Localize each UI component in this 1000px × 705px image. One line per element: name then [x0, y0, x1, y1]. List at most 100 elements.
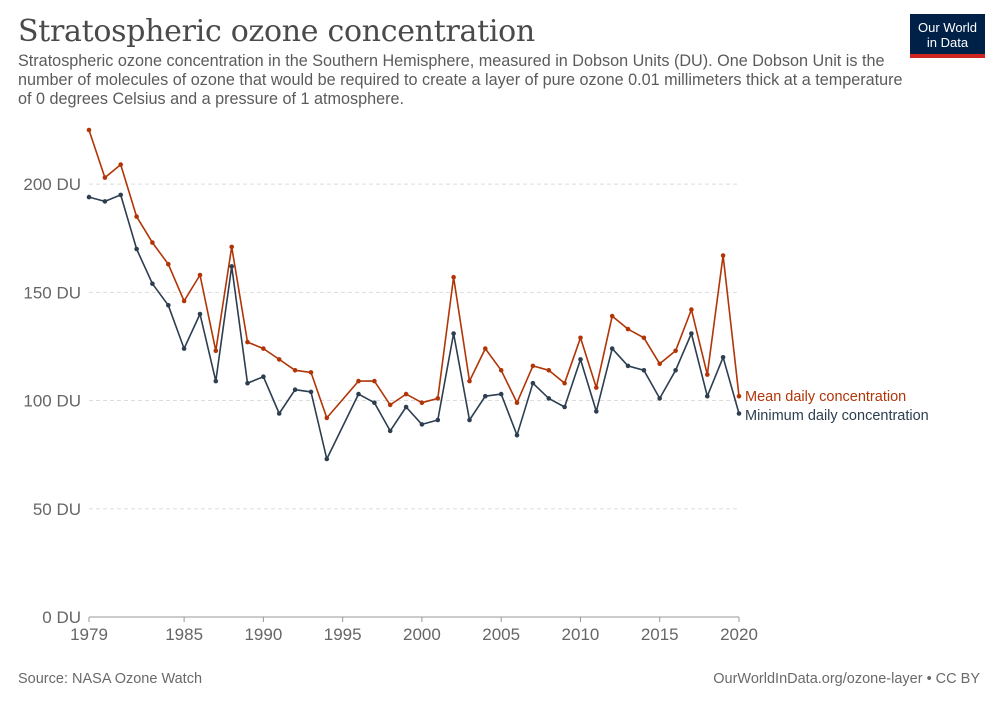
data-point: [261, 346, 266, 351]
data-point: [467, 378, 472, 384]
logo-accent-bar: [910, 54, 985, 58]
data-point: [562, 404, 567, 410]
gridlines: 0 DU 50 DU 100 DU 150 DU 200 DU: [23, 175, 739, 627]
data-point: [720, 355, 726, 360]
data-point: [514, 400, 520, 406]
data-point: [657, 361, 662, 367]
data-point: [213, 378, 219, 384]
data-point: [308, 370, 314, 375]
y-tick-label: 50 DU: [33, 500, 81, 519]
data-point: [641, 368, 647, 373]
data-point: [118, 162, 123, 167]
data-point: [403, 404, 409, 410]
data-point: [483, 346, 488, 351]
data-point: [625, 326, 631, 332]
data-point: [720, 253, 726, 258]
data-point: [657, 396, 662, 401]
x-tick-label: 2010: [562, 625, 600, 644]
data-point: [372, 378, 377, 384]
owid-logo[interactable]: Our World in Data: [910, 14, 985, 58]
data-point: [419, 422, 425, 427]
data-point: [356, 391, 361, 397]
data-point: [181, 298, 187, 304]
data-point: [705, 393, 710, 399]
data-point: [483, 393, 488, 399]
data-point: [562, 380, 567, 386]
data-point: [292, 368, 298, 373]
data-point: [625, 363, 631, 369]
data-point: [197, 311, 203, 317]
data-point: [181, 346, 187, 351]
data-point: [736, 411, 742, 416]
series-label: Mean daily concentration: [745, 389, 906, 405]
chart-title: Stratospheric ozone concentration: [18, 14, 535, 49]
data-point: [435, 417, 441, 423]
data-point: [467, 417, 472, 423]
data-point: [419, 400, 425, 406]
x-tick-label: 2020: [720, 625, 758, 644]
data-point: [166, 303, 171, 308]
data-point: [530, 380, 536, 386]
data-point: [451, 274, 456, 280]
data-point: [372, 400, 377, 406]
data-point: [356, 378, 361, 384]
series-minimum: [86, 192, 742, 462]
x-tick-label: 2015: [641, 625, 679, 644]
source-note: Source: NASA Ozone Watch: [18, 671, 203, 687]
data-point: [292, 387, 298, 393]
series-labels: Mean daily concentration Minimum daily co…: [745, 389, 929, 424]
data-point: [245, 339, 250, 345]
logo-line-2: in Data: [926, 35, 969, 50]
data-point: [261, 374, 266, 380]
data-point: [594, 385, 599, 390]
data-point: [324, 456, 330, 462]
data-point: [308, 389, 314, 395]
x-tick-label: 1995: [324, 625, 362, 644]
data-point: [498, 368, 504, 373]
y-tick-label: 0 DU: [42, 608, 81, 627]
data-point: [150, 240, 155, 245]
data-point: [86, 127, 92, 133]
data-point: [609, 346, 615, 351]
data-point: [276, 357, 282, 362]
data-point: [102, 175, 108, 180]
data-point: [118, 192, 123, 198]
x-tick-label: 2005: [482, 625, 520, 644]
data-point: [229, 244, 234, 250]
data-point: [451, 331, 456, 336]
chart-subtitle: Stratospheric ozone concentration in the…: [18, 52, 903, 108]
y-tick-label: 150 DU: [23, 283, 81, 302]
data-point: [387, 402, 393, 408]
logo-line-1: Our World: [918, 20, 977, 35]
data-point: [229, 264, 234, 269]
data-point: [546, 368, 552, 373]
data-point: [134, 246, 139, 252]
data-point: [166, 261, 171, 267]
x-tick-label: 1985: [165, 625, 203, 644]
data-point: [546, 396, 552, 401]
data-point: [197, 272, 203, 278]
data-point: [150, 281, 155, 287]
x-tick-label: 2000: [403, 625, 441, 644]
x-axis: 1979 1985 1990 1995 2000 2005 2010 2015 2020: [70, 616, 758, 644]
license-link[interactable]: OurWorldInData.org/ozone-layer • CC BY: [713, 671, 980, 687]
data-point: [514, 432, 520, 438]
data-point: [435, 396, 441, 401]
data-point: [641, 335, 647, 341]
data-point: [102, 199, 108, 204]
data-point: [673, 368, 678, 373]
data-point: [498, 391, 504, 397]
series-label: Minimum daily concentration: [745, 408, 929, 424]
data-point: [403, 391, 409, 397]
series-line: [88, 194, 740, 460]
data-point: [530, 363, 536, 369]
y-tick-label: 100 DU: [23, 392, 81, 411]
data-point: [245, 380, 250, 386]
data-point: [594, 409, 599, 414]
y-tick-label: 200 DU: [23, 175, 81, 194]
x-tick-label: 1990: [244, 625, 282, 644]
series-line: [88, 129, 740, 419]
data-point: [86, 194, 92, 200]
data-point: [134, 214, 139, 219]
